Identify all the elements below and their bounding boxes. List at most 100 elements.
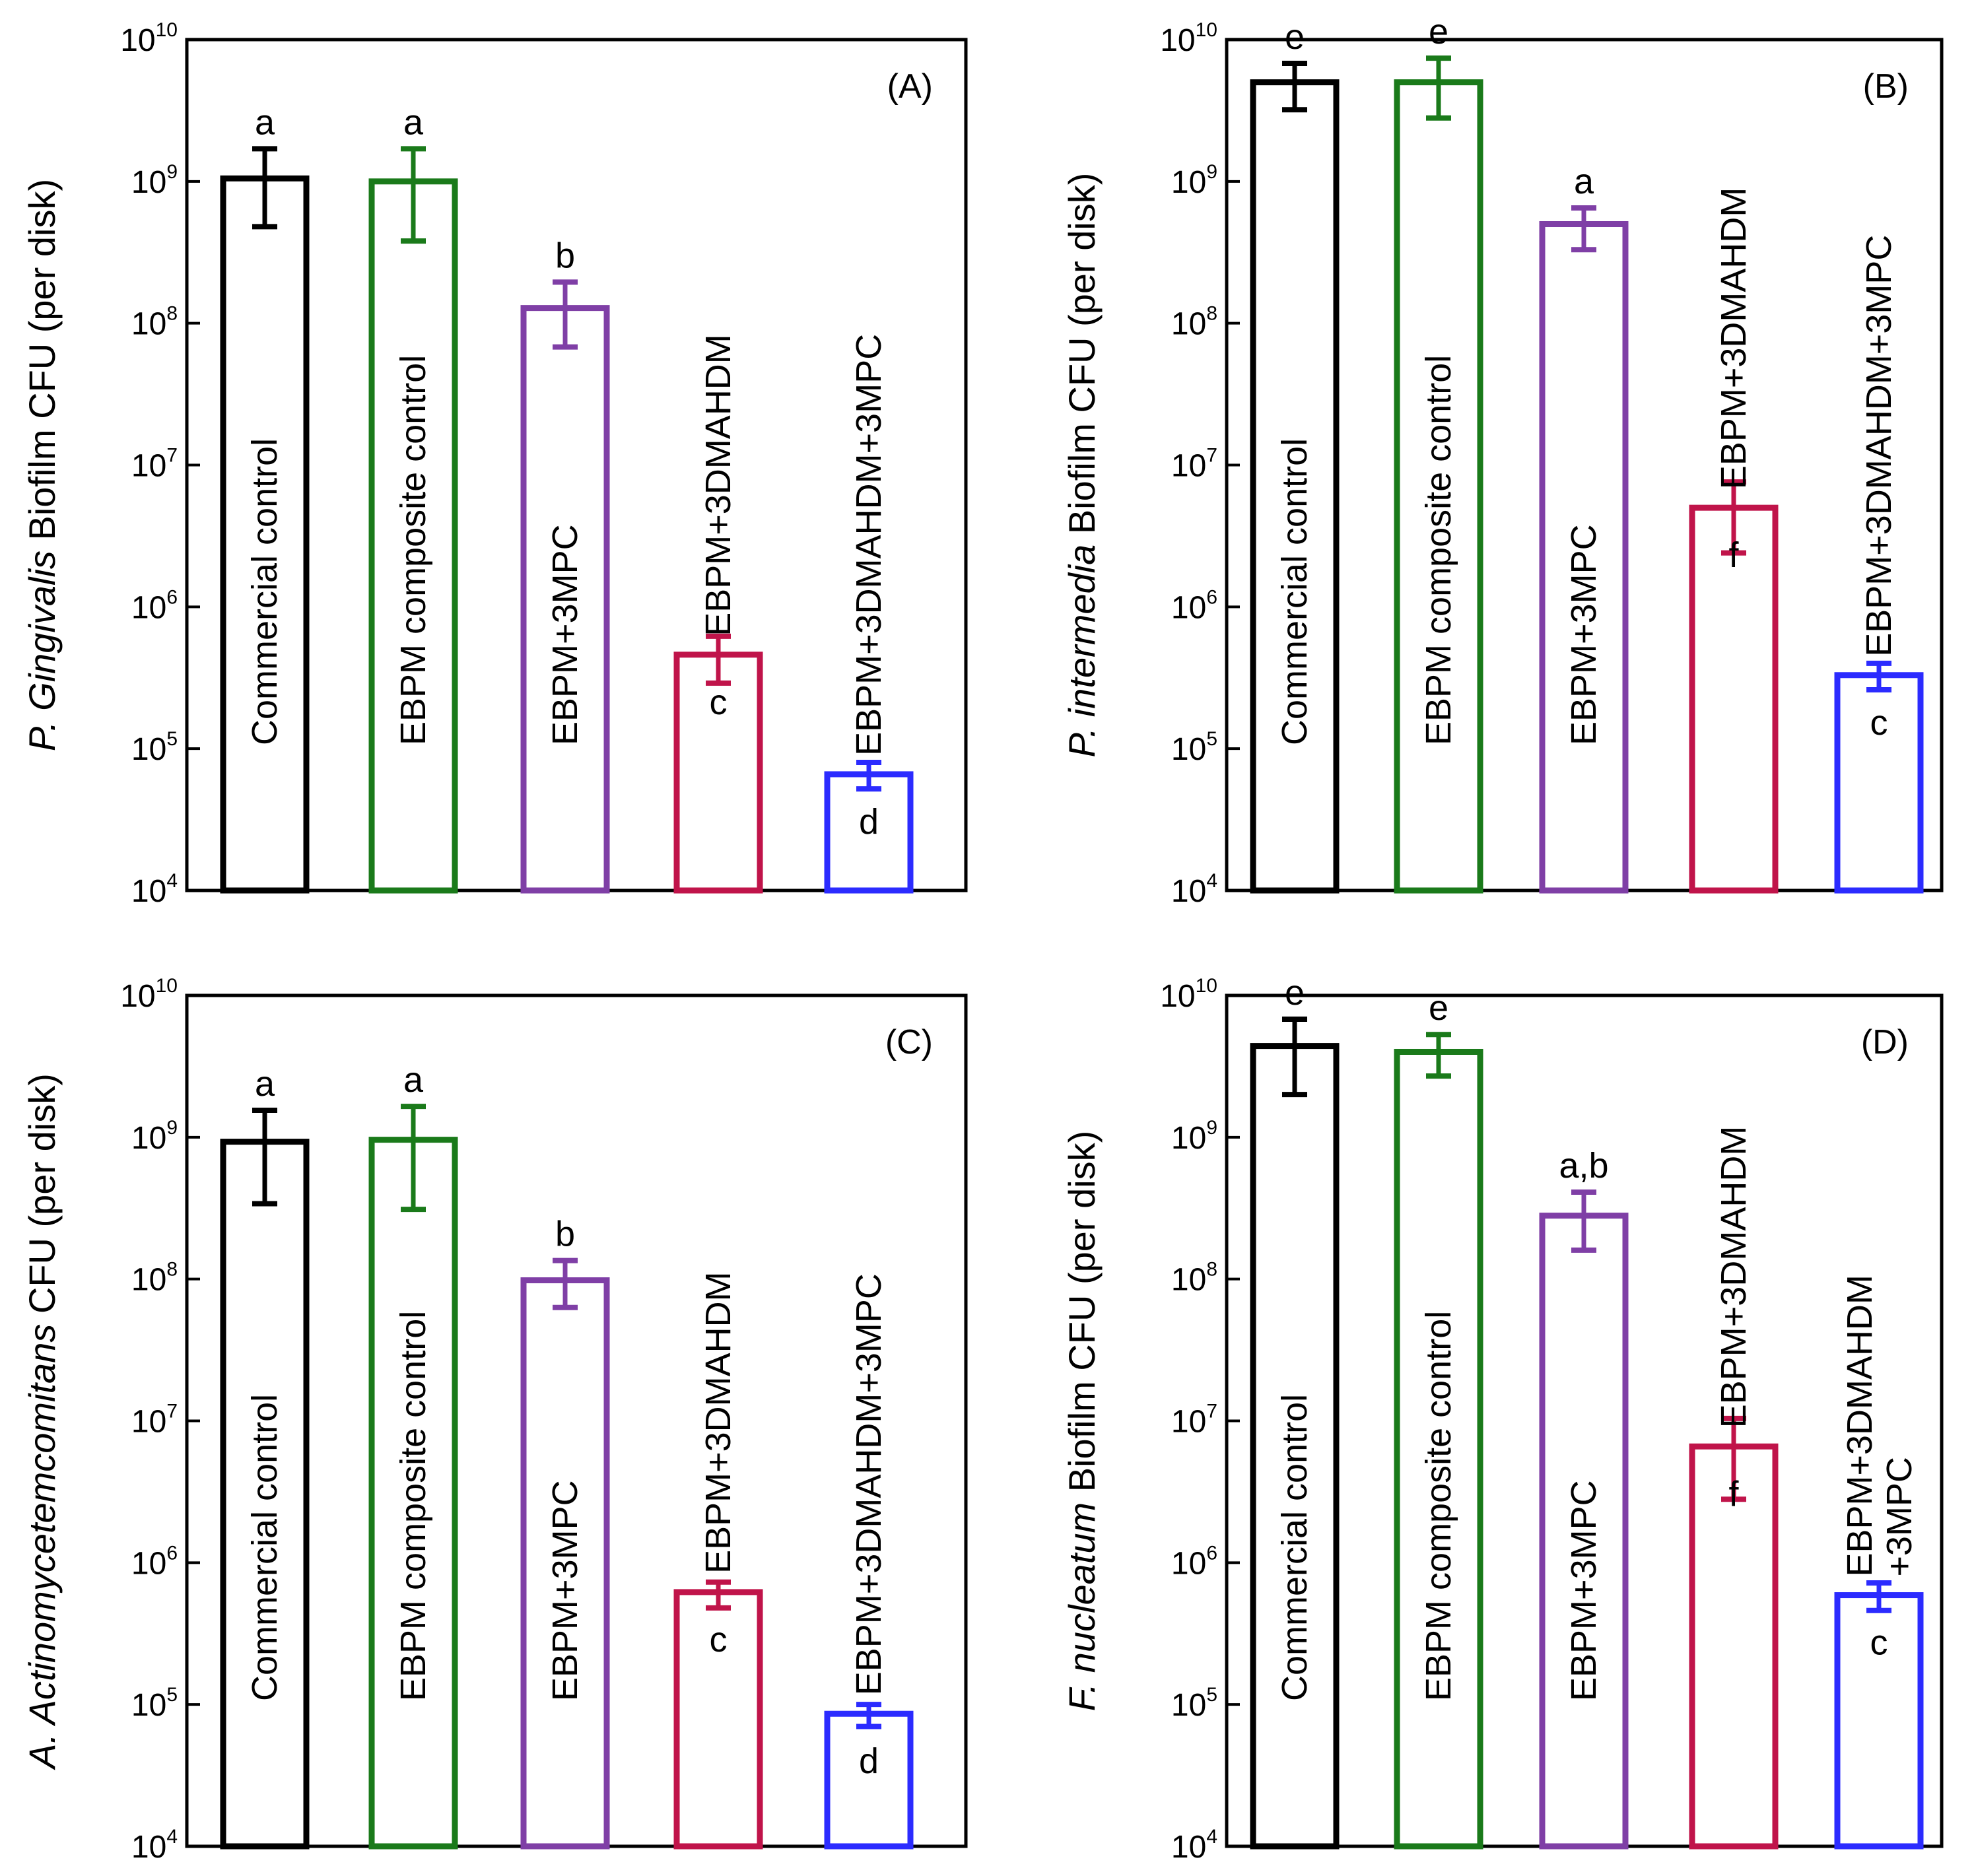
bar-category-label: EBPM composite control <box>1419 355 1458 745</box>
panel-label: (A) <box>887 67 933 106</box>
bar-category-label: EBPM composite control <box>393 1311 433 1701</box>
significance-letter: d <box>859 802 879 842</box>
bar-group: d EBPM+3DMAHDM+3MPC <box>824 334 914 894</box>
y-tick-label: 105 <box>1171 728 1217 767</box>
significance-letter: c <box>1870 703 1888 743</box>
y-tick-label: 106 <box>131 586 178 625</box>
bar-group: a EBPM+3MPC <box>1539 162 1629 894</box>
significance-letter: a <box>1574 162 1594 201</box>
y-tick-label: 105 <box>1171 1684 1217 1723</box>
bar-category-label: Commercial control <box>1275 1394 1314 1701</box>
bar-category-label: EBPM+3DMAHDM+3MPC <box>1859 235 1899 657</box>
significance-letter: a <box>255 102 275 142</box>
significance-letter: c <box>1870 1623 1888 1663</box>
y-tick-label: 109 <box>131 161 178 200</box>
bar-group: f EBPM+3DMAHDM <box>1689 187 1779 894</box>
y-tick-label: 1010 <box>1160 975 1217 1014</box>
bar-group: a Commercial control <box>220 102 310 894</box>
bar-category-label: EBPM composite control <box>1419 1311 1458 1701</box>
panel-label: (D) <box>1861 1023 1909 1061</box>
y-tick-label: 109 <box>1171 1117 1217 1156</box>
significance-letter: e <box>1285 17 1305 57</box>
y-tick-label: 1010 <box>120 975 178 1014</box>
bar-group: a EBPM composite control <box>368 1060 458 1850</box>
y-axis-title: F. nucleatum Biofilm CFU (per disk) <box>1061 1131 1103 1712</box>
y-tick-label: 109 <box>131 1117 178 1156</box>
bar-group: b EBPM+3MPC <box>520 1215 610 1850</box>
significance-letter: a <box>255 1064 275 1104</box>
y-axis-title: A. Actinomycetemcomitans CFU (per disk) <box>21 1073 63 1770</box>
bar-group: e EBPM composite control <box>1394 12 1483 894</box>
panel-d: 104 105 106 107 108 109 1010 F. nucleatum Biofi… <box>1061 973 1944 1865</box>
bar-category-label: EBPM+3MPC <box>1564 524 1604 745</box>
bar-group: c EBPM+3DMAHDM+3MPC <box>1834 235 1924 894</box>
significance-letter: f <box>1728 1474 1739 1514</box>
significance-letter: a,b <box>1559 1146 1608 1186</box>
y-tick-label: 105 <box>131 728 178 767</box>
y-tick-label: 105 <box>131 1684 178 1723</box>
bar-group: f EBPM+3DMAHDM <box>1689 1126 1779 1850</box>
bar-category-label: EBPM+3DMAHDM <box>698 334 738 636</box>
significance-letter: a <box>403 102 424 142</box>
significance-letter: c <box>710 683 728 722</box>
bar-group: d EBPM+3DMAHDM+3MPC <box>824 1273 914 1850</box>
panel-a: 104 105 106 107 108 109 1010 P. Gingivalis Biof… <box>21 19 968 909</box>
y-tick-label: 107 <box>131 445 178 484</box>
bar-category-label: EBPM+3DMAHDM <box>1714 1126 1753 1428</box>
y-tick-label: 108 <box>1171 1259 1217 1298</box>
y-tick-label: 106 <box>131 1542 178 1581</box>
significance-letter: b <box>555 236 575 275</box>
y-tick-label: 107 <box>1171 445 1217 484</box>
bar-category-label: EBPM+3MPC <box>1564 1480 1604 1701</box>
y-tick-label: 1010 <box>120 19 178 58</box>
bar-group: a EBPM composite control <box>368 102 458 894</box>
bar-group: a,b EBPM+3MPC <box>1539 1146 1629 1850</box>
significance-letter: a <box>403 1060 424 1100</box>
bar-group: a Commercial control <box>220 1064 310 1850</box>
bar-category-label: EBPM+3DMAHDM+3MPC <box>1840 1275 1919 1577</box>
bar-category-label: Commercial control <box>1275 438 1314 745</box>
panel-c: 104 105 106 107 108 109 1010 A. Actinomycetemco… <box>21 975 968 1865</box>
bar-category-label: EBPM+3MPC <box>545 1480 585 1701</box>
significance-letter: b <box>555 1215 575 1254</box>
y-tick-label: 108 <box>1171 303 1217 342</box>
significance-letter: e <box>1285 973 1305 1013</box>
bar-category-label: EBPM+3DMAHDM+3MPC <box>849 1273 889 1695</box>
bar-category-label: EBPM+3DMAHDM+3MPC <box>849 334 889 756</box>
y-tick-label: 106 <box>1171 586 1217 625</box>
panel-label: (C) <box>885 1023 933 1061</box>
bar-group: c EBPM+3DMAHDM <box>673 334 763 894</box>
y-tick-label: 109 <box>1171 161 1217 200</box>
bar-group: e Commercial control <box>1250 973 1340 1850</box>
y-tick-label: 107 <box>131 1401 178 1440</box>
y-tick-label: 104 <box>1171 870 1217 909</box>
y-axis-title: P. intermedia Biofilm CFU (per disk) <box>1061 173 1103 758</box>
bar-category-label: Commercial control <box>245 1394 285 1701</box>
significance-letter: f <box>1728 535 1739 575</box>
bar-group: e Commercial control <box>1250 17 1340 894</box>
y-tick-label: 104 <box>131 1826 178 1865</box>
panel-b: 104 105 106 107 108 109 1010 P. intermedia Biof… <box>1061 12 1944 909</box>
y-tick-label: 106 <box>1171 1542 1217 1581</box>
significance-letter: c <box>710 1620 728 1659</box>
bar-category-label: EBPM composite control <box>393 355 433 745</box>
y-tick-label: 107 <box>1171 1401 1217 1440</box>
panel-label: (B) <box>1863 67 1909 106</box>
bar-category-label: EBPM+3DMAHDM <box>698 1271 738 1574</box>
significance-letter: d <box>859 1741 879 1781</box>
significance-letter: e <box>1429 988 1448 1028</box>
y-tick-label: 108 <box>131 303 178 342</box>
y-tick-label: 104 <box>131 870 178 909</box>
y-tick-label: 104 <box>1171 1826 1217 1865</box>
y-tick-label: 1010 <box>1160 19 1217 58</box>
y-axis-title: P. Gingivalis Biofilm CFU (per disk) <box>21 179 63 751</box>
bar-group: b EBPM+3MPC <box>520 236 610 894</box>
bar-group: e EBPM composite control <box>1394 988 1483 1850</box>
bar-category-label: Commercial control <box>245 438 285 745</box>
bar-category-label: EBPM+3MPC <box>545 524 585 745</box>
bar-group: c EBPM+3DMAHDM <box>673 1271 763 1850</box>
bar-category-label: EBPM+3DMAHDM <box>1714 187 1753 490</box>
bar-group: c EBPM+3DMAHDM+3MPC <box>1834 1275 1924 1850</box>
significance-letter: e <box>1429 12 1448 51</box>
